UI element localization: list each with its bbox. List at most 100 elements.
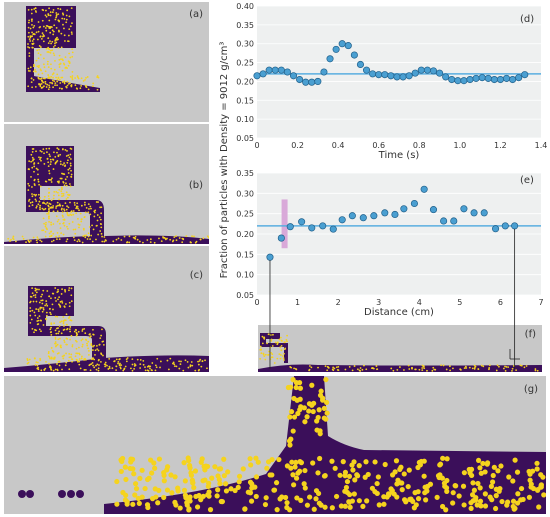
yellow-particle — [464, 365, 467, 368]
yellow-particle — [285, 384, 292, 391]
yellow-particle — [290, 366, 293, 369]
yellow-particle — [31, 86, 34, 89]
yellow-particle — [75, 332, 78, 335]
yellow-particle — [27, 361, 30, 364]
yellow-particle — [39, 78, 42, 80]
y-tick-label: 0.35 — [236, 21, 254, 30]
yellow-particle — [269, 346, 272, 349]
yellow-particle — [206, 480, 212, 486]
yellow-particle — [51, 29, 54, 32]
x-tick-label: 0.8 — [413, 141, 426, 150]
yellow-particle — [56, 78, 59, 81]
yellow-particle — [38, 301, 41, 304]
yellow-particle — [45, 15, 48, 18]
y-tick-label: 0.30 — [236, 189, 254, 198]
data-point — [277, 234, 285, 242]
yellow-particle — [41, 310, 44, 313]
yellow-particle — [41, 229, 44, 232]
yellow-particle — [221, 473, 227, 479]
yellow-particle — [523, 366, 526, 369]
yellow-particle — [50, 181, 53, 183]
yellow-particle — [372, 367, 375, 370]
yellow-particle — [64, 289, 67, 292]
panel-f-speckles — [259, 333, 539, 372]
data-point — [359, 214, 367, 222]
yellow-particle — [34, 364, 37, 366]
yellow-particle — [53, 322, 55, 325]
yellow-particle — [132, 492, 138, 498]
yellow-particle — [39, 204, 42, 207]
yellow-particle — [536, 504, 542, 510]
yellow-particle — [96, 348, 99, 351]
yellow-particle — [119, 358, 121, 360]
yellow-particle — [186, 507, 192, 513]
yellow-particle — [88, 226, 91, 228]
yellow-particle — [142, 241, 144, 244]
yellow-particle — [39, 158, 41, 161]
yellow-particle — [359, 367, 362, 369]
yellow-particle — [95, 201, 98, 203]
yellow-particle — [394, 494, 400, 500]
yellow-particle — [311, 400, 317, 406]
yellow-particle — [47, 37, 50, 40]
yellow-particle — [89, 213, 92, 216]
yellow-particle — [65, 352, 67, 355]
yellow-particle — [461, 470, 467, 476]
yellow-particle — [37, 178, 40, 181]
yellow-particle — [41, 19, 44, 22]
yellow-particle — [83, 369, 86, 371]
yellow-particle — [253, 493, 259, 500]
yellow-particle — [278, 353, 281, 356]
yellow-particle — [161, 472, 167, 478]
yellow-particle — [194, 369, 197, 372]
yellow-particle — [66, 80, 69, 83]
yellow-particle — [29, 307, 32, 309]
yellow-particle — [60, 188, 63, 191]
yellow-particle — [204, 359, 206, 362]
yellow-particle — [63, 162, 65, 164]
yellow-particle — [181, 487, 188, 493]
yellow-particle — [95, 224, 98, 227]
yellow-particle — [35, 150, 37, 153]
yellow-particle — [27, 200, 30, 202]
yellow-particle — [199, 238, 202, 241]
yellow-particle — [310, 408, 316, 415]
yellow-particle — [27, 31, 30, 34]
yellow-particle — [301, 481, 307, 487]
yellow-particle — [518, 485, 525, 492]
yellow-particle — [77, 207, 79, 210]
yellow-particle — [87, 350, 90, 352]
yellow-particle — [66, 227, 69, 230]
yellow-particle — [310, 460, 316, 466]
yellow-particle — [107, 368, 110, 370]
yellow-particle — [182, 478, 188, 484]
yellow-particle — [353, 365, 356, 367]
yellow-particle — [66, 196, 69, 199]
panel-b-label: (b) — [188, 180, 203, 191]
yellow-particle — [62, 322, 65, 325]
yellow-particle — [87, 211, 90, 214]
yellow-particle — [252, 484, 258, 490]
yellow-particle — [82, 227, 85, 230]
yellow-particle — [47, 208, 50, 211]
yellow-particle — [272, 333, 274, 336]
yellow-particle — [56, 315, 59, 318]
yellow-particle — [167, 368, 170, 371]
yellow-particle — [28, 46, 31, 49]
yellow-particle — [71, 33, 73, 35]
yellow-particle — [59, 163, 62, 166]
yellow-particle — [206, 367, 208, 370]
yellow-particle — [27, 182, 30, 185]
yellow-particle — [82, 80, 85, 82]
yellow-particle — [471, 487, 477, 493]
yellow-particle — [51, 349, 54, 352]
yellow-particle — [58, 324, 61, 327]
yellow-particle — [133, 365, 136, 367]
yellow-particle — [57, 7, 60, 10]
yellow-particle — [108, 357, 111, 360]
yellow-particle — [445, 368, 448, 371]
yellow-particle — [46, 304, 49, 307]
yellow-particle — [43, 202, 46, 205]
yellow-particle — [316, 407, 322, 413]
yellow-particle — [70, 287, 73, 290]
